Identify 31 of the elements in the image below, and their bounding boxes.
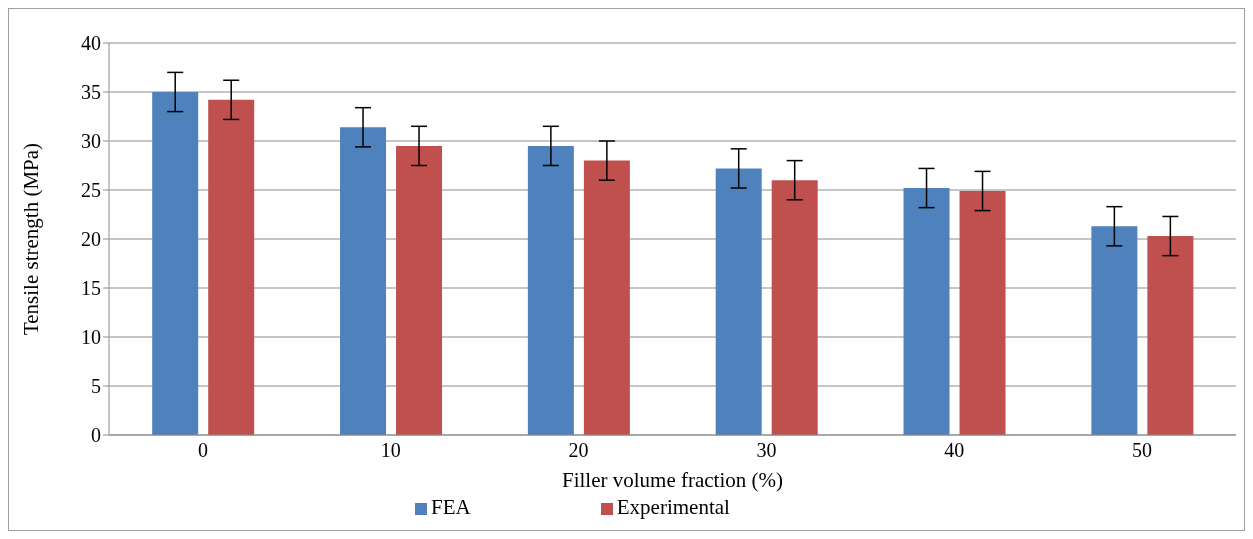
y-tick-label: 35 bbox=[81, 81, 101, 104]
legend-label: FEA bbox=[431, 495, 471, 519]
y-tick-label: 30 bbox=[81, 130, 101, 153]
bar bbox=[208, 99, 255, 435]
bar bbox=[771, 180, 818, 435]
x-tick-label: 30 bbox=[756, 439, 777, 462]
y-tick-label: 5 bbox=[91, 375, 101, 398]
bar bbox=[1091, 226, 1138, 435]
x-tick-label: 0 bbox=[197, 439, 208, 462]
x-tick-label: 50 bbox=[1132, 439, 1153, 462]
y-tick-label: 25 bbox=[81, 179, 101, 202]
x-tick-label: 10 bbox=[380, 439, 401, 462]
x-tick-label: 40 bbox=[944, 439, 965, 462]
bar bbox=[1147, 236, 1194, 435]
x-axis-title: Filler volume fraction (%) bbox=[561, 468, 784, 492]
y-axis-title: Tensile strength (MPa) bbox=[19, 142, 44, 336]
bar bbox=[527, 145, 574, 435]
bar bbox=[152, 92, 199, 435]
bar bbox=[396, 145, 443, 435]
y-tick-label: 0 bbox=[91, 424, 101, 447]
bar bbox=[583, 160, 630, 435]
bar bbox=[715, 168, 762, 435]
bar bbox=[903, 188, 950, 435]
legend-label: Experimental bbox=[616, 495, 730, 519]
bar bbox=[340, 127, 387, 435]
y-tick-label: 10 bbox=[81, 326, 101, 349]
x-tick-label: 20 bbox=[568, 439, 589, 462]
y-tick-label: 40 bbox=[81, 32, 101, 55]
y-tick-label: 15 bbox=[81, 277, 101, 300]
bar bbox=[959, 190, 1006, 435]
y-tick-label: 20 bbox=[81, 228, 101, 251]
